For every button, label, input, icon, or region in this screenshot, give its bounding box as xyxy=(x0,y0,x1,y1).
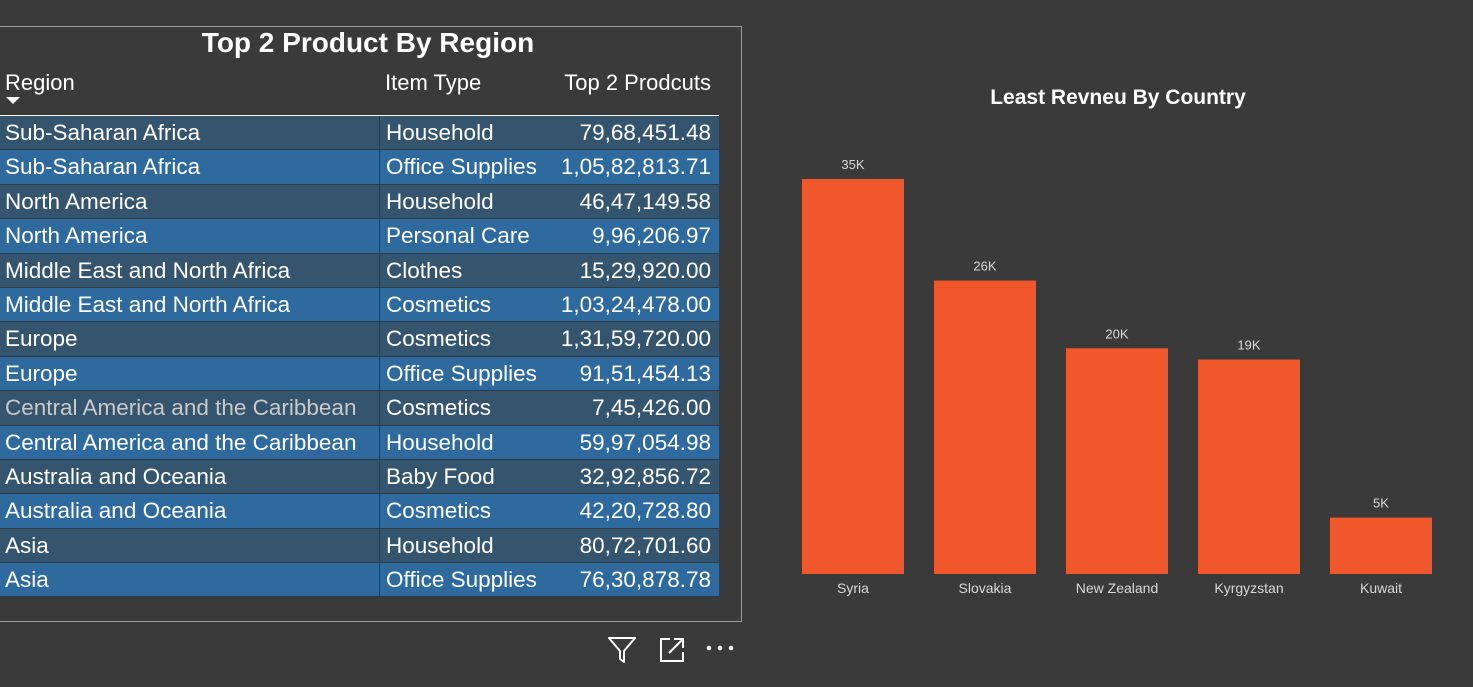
x-tick-label: Kuwait xyxy=(1360,580,1402,596)
cell-region: Australia and Oceania xyxy=(5,463,227,489)
table-row[interactable]: Central America and the Caribbean Cosmeti… xyxy=(0,391,719,426)
cell-item-type: Clothes xyxy=(379,253,719,287)
cell-item-type: Office Supplies xyxy=(379,356,719,391)
table-row[interactable]: Central America and the Caribbean Househo… xyxy=(0,425,719,460)
table-body: Sub-Saharan Africa Household 79,68,451.48 S… xyxy=(0,116,719,598)
x-tick-label: New Zealand xyxy=(1076,580,1159,596)
cell-region: Asia xyxy=(5,532,49,558)
x-tick-label: Syria xyxy=(837,580,869,596)
cell-item-type: Household xyxy=(379,528,719,563)
data-label: 35K xyxy=(841,157,864,172)
table-row[interactable]: Asia Household 80,72,701.60 xyxy=(0,528,719,564)
more-options-icon[interactable] xyxy=(704,634,736,666)
column-header-item-type[interactable]: Item Type xyxy=(385,70,482,95)
cell-top-2-products: 46,47,149.58 xyxy=(579,188,711,214)
bar-new-zealand[interactable] xyxy=(1066,348,1168,574)
filter-icon[interactable] xyxy=(606,634,638,666)
cell-region: Middle East and North Africa xyxy=(5,257,291,283)
cell-region: Australia and Oceania xyxy=(5,498,227,524)
table-row[interactable]: Middle East and North Africa Cosmetics 1,0… xyxy=(0,287,719,323)
cell-top-2-products: 59,97,054.98 xyxy=(579,429,711,455)
cell-region: Europe xyxy=(5,326,78,352)
data-label: 19K xyxy=(1237,338,1260,353)
cell-top-2-products: 80,72,701.60 xyxy=(579,532,711,558)
cell-region: Middle East and North Africa xyxy=(5,291,291,317)
sort-descending-icon[interactable] xyxy=(6,97,20,104)
cell-region: Sub-Saharan Africa xyxy=(5,154,201,180)
cell-item-type: Baby Food xyxy=(379,459,719,494)
cell-top-2-products: 79,68,451.48 xyxy=(579,120,711,145)
cell-item-type: Cosmetics xyxy=(379,494,719,528)
cell-item-type: Cosmetics xyxy=(379,391,719,425)
cell-item-type: Household xyxy=(379,116,719,150)
cell-top-2-products: 1,31,59,720.00 xyxy=(560,326,711,352)
column-header-top-2-products[interactable]: Top 2 Prodcuts xyxy=(564,70,711,95)
chart-title: Least Revneu By Country xyxy=(990,86,1246,109)
cell-item-type: Office Supplies xyxy=(379,150,719,184)
data-label: 5K xyxy=(1373,496,1389,511)
cell-item-type: Household xyxy=(379,425,719,459)
cell-top-2-products: 1,03,24,478.00 xyxy=(560,291,711,317)
cell-region: North America xyxy=(5,188,148,214)
bar-chart: 35K Syria 26K Slovakia 20K New Zealand 19K Kyrg… xyxy=(802,157,1432,596)
cell-top-2-products: 7,45,426.00 xyxy=(592,395,711,421)
x-tick-label: Kyrgyzstan xyxy=(1214,580,1283,596)
cell-region: Central America and the Caribbean xyxy=(5,429,357,455)
table-row[interactable]: Middle East and North Africa Clothes 15,29… xyxy=(0,253,719,288)
bar-syria[interactable] xyxy=(802,179,904,574)
cell-top-2-products: 91,51,454.13 xyxy=(579,360,711,386)
focus-mode-icon[interactable] xyxy=(656,634,688,666)
cell-region: North America xyxy=(5,223,148,249)
table-row[interactable]: Sub-Saharan Africa Household 79,68,451.48 xyxy=(0,116,719,151)
cell-top-2-products: 32,92,856.72 xyxy=(579,463,711,489)
table-row[interactable]: North America Household 46,47,149.58 xyxy=(0,184,719,220)
bar-kyrgyzstan[interactable] xyxy=(1198,359,1300,574)
cell-region: Sub-Saharan Africa xyxy=(5,120,201,145)
cell-region: Europe xyxy=(5,360,78,386)
visual-toolbar xyxy=(606,634,746,666)
table-row[interactable]: Australia and Oceania Cosmetics 42,20,728.… xyxy=(0,494,719,529)
data-label: 26K xyxy=(973,259,996,274)
cell-top-2-products: 15,29,920.00 xyxy=(579,257,711,283)
cell-item-type: Office Supplies xyxy=(379,563,719,597)
cell-item-type: Cosmetics xyxy=(379,322,719,356)
table-visual: Top 2 Product By Region Region Item Type… xyxy=(0,26,742,622)
table-row[interactable]: North America Personal Care 9,96,206.97 xyxy=(0,219,719,254)
bar-kuwait[interactable] xyxy=(1330,517,1432,574)
table-row[interactable]: Europe Office Supplies 91,51,454.13 xyxy=(0,356,719,392)
table-row[interactable]: Australia and Oceania Baby Food 32,92,856.… xyxy=(0,459,719,495)
table-title: Top 2 Product By Region xyxy=(201,27,535,58)
table-row[interactable]: Asia Office Supplies 76,30,878.78 xyxy=(0,563,719,598)
column-header-region[interactable]: Region xyxy=(5,70,75,95)
cell-top-2-products: 9,96,206.97 xyxy=(592,223,711,249)
cell-item-type: Household xyxy=(379,184,719,219)
data-label: 20K xyxy=(1105,326,1128,341)
table-row[interactable]: Sub-Saharan Africa Office Supplies 1,05,82… xyxy=(0,150,719,185)
cell-region: Central America and the Caribbean xyxy=(5,395,357,421)
cell-region: Asia xyxy=(5,567,49,593)
x-tick-label: Slovakia xyxy=(959,580,1012,596)
table-header: Region Item Type Top 2 Prodcuts xyxy=(0,67,719,116)
cell-top-2-products: 42,20,728.80 xyxy=(579,498,711,524)
bar-slovakia[interactable] xyxy=(934,280,1036,574)
cell-top-2-products: 76,30,878.78 xyxy=(579,567,711,593)
cell-item-type: Cosmetics xyxy=(379,287,719,322)
table-row[interactable]: Europe Cosmetics 1,31,59,720.00 xyxy=(0,322,719,357)
cell-item-type: Personal Care xyxy=(379,219,719,253)
cell-top-2-products: 1,05,82,813.71 xyxy=(560,154,711,180)
